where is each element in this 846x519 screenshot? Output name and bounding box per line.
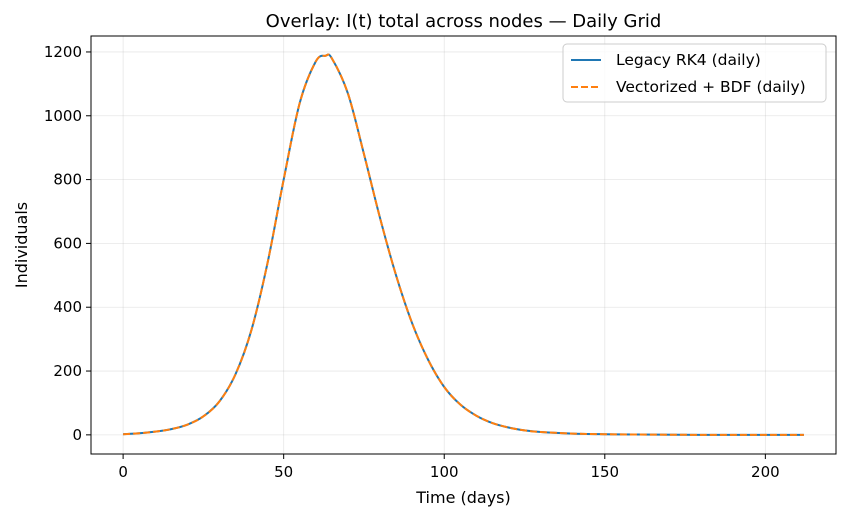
axis-ticks: 0 50 100 150 200 0 200 400 600 800 1000 1200 — [44, 43, 780, 481]
chart-title: Overlay: I(t) total across nodes — Daily… — [266, 11, 662, 32]
x-tick-label: 100 — [430, 463, 459, 481]
y-axis-label: Individuals — [12, 202, 31, 288]
y-tick-label: 0 — [72, 426, 82, 444]
grid — [91, 36, 836, 454]
legend: Legacy RK4 (daily) Vectorized + BDF (dail… — [562, 43, 827, 103]
x-tick-label: 200 — [751, 463, 780, 481]
x-axis-label: Time (days) — [415, 488, 511, 507]
series-line-2 — [123, 53, 804, 436]
y-tick-label: 1200 — [44, 43, 82, 61]
y-tick-label: 200 — [53, 362, 82, 380]
legend-label-2: Vectorized + BDF (daily) — [616, 78, 806, 96]
y-tick-label: 400 — [53, 298, 82, 316]
y-tick-label: 800 — [53, 171, 82, 189]
y-tick-label: 1000 — [44, 107, 82, 125]
legend-label-1: Legacy RK4 (daily) — [616, 51, 761, 69]
y-tick-label: 600 — [53, 234, 82, 252]
plot-frame — [90, 35, 837, 455]
legend-box — [562, 43, 827, 103]
series-lines — [123, 53, 804, 436]
x-tick-label: 150 — [590, 463, 619, 481]
x-tick-label: 0 — [118, 463, 128, 481]
x-tick-label: 50 — [274, 463, 293, 481]
